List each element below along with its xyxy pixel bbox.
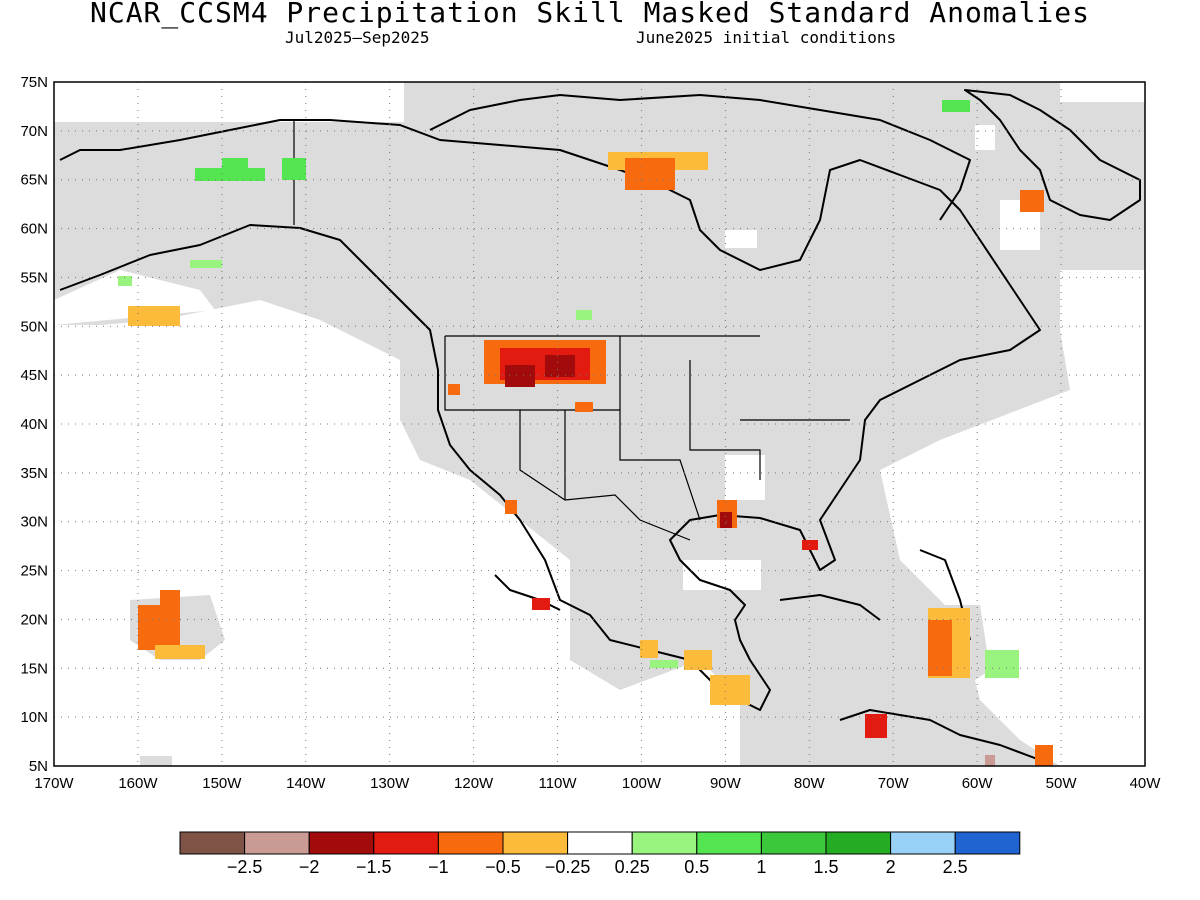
longitude-labels: 170W 160W 150W 140W 130W 120W 110W 100W 90W 80W 70… [34,775,1161,792]
lat-tick-label: 65N [20,172,48,189]
map-frame [53,81,1146,767]
lon-tick-label: 160W [118,775,158,792]
colorbar-tick-label: 0.5 [684,857,709,877]
colorbar-swatch [954,831,1021,855]
unmasked-gaps [54,82,1145,590]
lon-tick-label: 120W [454,775,494,792]
masked-region [54,82,1145,766]
colorbar-swatch [760,831,827,855]
colorbar-swatch [567,831,633,855]
lat-tick-label: 45N [20,367,48,384]
colorbar-tick-label: −1 [428,857,449,877]
colorbar-swatch [696,831,762,855]
forecast-period: Jul2025–Sep2025 [285,28,430,47]
lat-tick-label: 25N [20,563,48,580]
colorbar-tick-label: −2 [299,857,320,877]
colorbar-tick-label: 2 [886,857,896,877]
colorbar-swatch [179,831,246,855]
colorbar-swatch [373,831,439,855]
lat-tick-label: 55N [20,269,48,286]
latitude-labels: 5N 10N 15N 20N 25N 30N 35N 40N 45N 50N 55N 60N 65N 70… [20,74,48,775]
lat-tick-label: 40N [20,416,48,433]
colorbar-swatch [244,831,310,855]
lon-tick-label: 130W [370,775,410,792]
lon-tick-label: 170W [34,775,74,792]
colorbar-tick-label: −1.5 [356,857,392,877]
lat-tick-label: 75N [20,74,48,91]
lon-tick-label: 50W [1046,775,1078,792]
colorbar-swatch [631,831,698,855]
colorbar-swatch [825,831,892,855]
lon-tick-label: 40W [1130,775,1162,792]
lon-tick-label: 70W [878,775,910,792]
colorbar-tick-label: 1 [756,857,766,877]
map-title: NCAR_CCSM4 Precipitation Skill Masked St… [89,0,1090,29]
lat-tick-label: 30N [20,514,48,531]
lat-tick-label: 5N [29,758,48,775]
colorbar-tick-label: −0.5 [485,857,521,877]
colorbar-labels: −2.5 −2 −1.5 −1 −0.5 −0.25 0.25 0.5 1 1.5 2 2.5 [227,857,968,877]
colorbar-tick-label: 2.5 [943,857,968,877]
lat-tick-label: 60N [20,221,48,238]
lon-tick-label: 100W [622,775,662,792]
lat-tick-label: 35N [20,465,48,482]
colorbar [179,831,1021,855]
colorbar-swatch [890,831,956,855]
colorbar-tick-label: −2.5 [227,857,263,877]
colorbar-swatch [437,831,504,855]
lat-tick-label: 10N [20,709,48,726]
lat-tick-label: 20N [20,611,48,628]
colorbar-tick-label: 0.25 [615,857,650,877]
lon-tick-label: 110W [538,775,577,792]
colorbar-tick-label: 1.5 [813,857,838,877]
lon-tick-label: 150W [202,775,242,792]
colorbar-tick-label: −0.25 [545,857,591,877]
colorbar-swatch [308,831,375,855]
lat-tick-label: 70N [20,123,48,140]
lon-tick-label: 80W [794,775,826,792]
lon-tick-label: 90W [710,775,742,792]
lon-tick-label: 140W [286,775,326,792]
lon-tick-label: 60W [962,775,994,792]
lat-tick-label: 15N [20,660,48,677]
colorbar-swatch [502,831,569,855]
initial-conditions: June2025 initial conditions [636,28,897,47]
lat-tick-label: 50N [20,318,48,335]
